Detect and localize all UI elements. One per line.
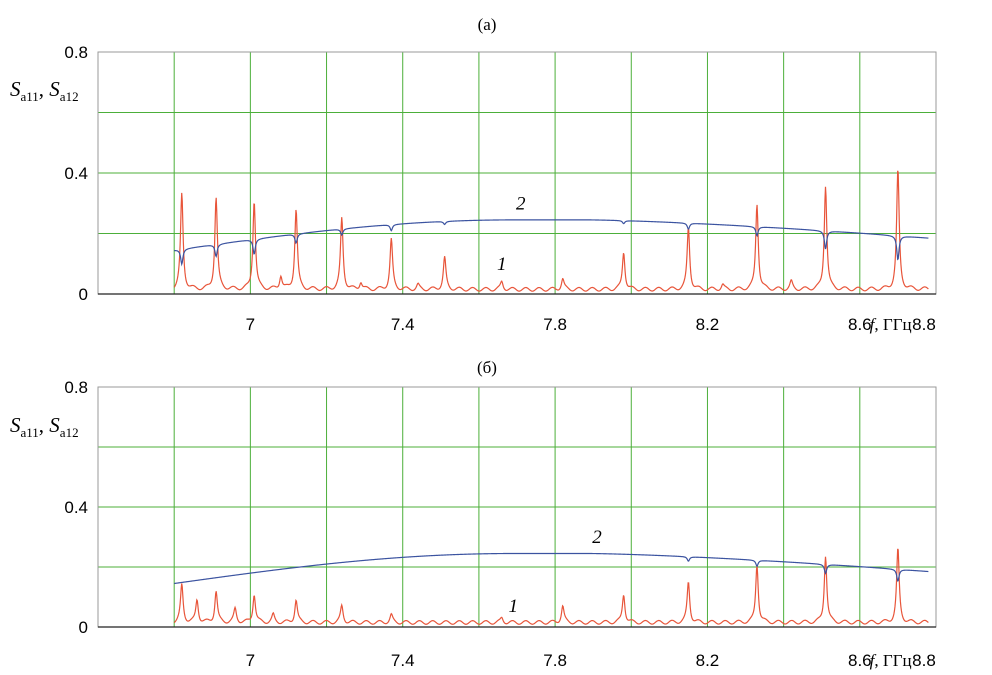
curve-label-1: 1 [508, 596, 518, 617]
y-label-symbol: S [10, 413, 21, 437]
y-label-subscript: a11 [21, 425, 39, 440]
series-line-1 [173, 548, 929, 625]
y-label-symbol: S [10, 77, 21, 101]
series-line-1 [173, 170, 929, 292]
y-tick-label: 0.4 [64, 498, 88, 517]
y-tick-label: 0.8 [64, 43, 88, 62]
x-tick-label: 8.8 [912, 651, 936, 670]
x-axis-symbol: f [870, 315, 877, 334]
y-label-separator: , [39, 77, 50, 101]
x-axis-unit: , ГГц [874, 315, 911, 334]
panel-title: (б) [477, 358, 497, 377]
y-tick-label: 0.4 [64, 164, 88, 183]
x-tick-label: 8.6 [848, 651, 872, 670]
curve-label-2: 2 [592, 527, 602, 548]
x-axis-unit: , ГГц [874, 651, 911, 670]
x-tick-label: 8.2 [696, 315, 720, 334]
y-label-subscript: a12 [60, 89, 79, 104]
x-axis-symbol: f [870, 651, 877, 670]
curve-label-1: 1 [497, 254, 507, 275]
x-tick-label: 7 [246, 651, 255, 670]
x-tick-label: 8.2 [696, 651, 720, 670]
x-tick-label: 7.4 [391, 315, 415, 334]
y-label-symbol: S [49, 413, 60, 437]
panel-title: (а) [478, 15, 497, 34]
curve-label-2: 2 [516, 193, 526, 214]
x-axis-unit-label: f, ГГц [870, 651, 912, 670]
x-tick-label: 8.6 [848, 315, 872, 334]
x-axis-unit-label: f, ГГц [870, 315, 912, 334]
y-label-separator: , [39, 413, 50, 437]
x-tick-label: 7 [246, 315, 255, 334]
y-label-subscript: a11 [21, 89, 39, 104]
x-tick-label: 8.8 [912, 315, 936, 334]
y-tick-label: 0.8 [64, 378, 88, 397]
series-line-2 [174, 219, 929, 267]
y-axis-label: Sa11, Sa12 [10, 77, 79, 104]
grid [98, 386, 937, 627]
x-tick-label: 7.4 [391, 651, 415, 670]
grid [98, 51, 937, 294]
x-tick-label: 7.8 [543, 651, 567, 670]
y-tick-label: 0 [79, 285, 88, 304]
x-tick-label: 7.8 [543, 315, 567, 334]
y-tick-label: 0 [79, 618, 88, 637]
y-label-symbol: S [49, 77, 60, 101]
y-label-subscript: a12 [60, 425, 79, 440]
series-line-2 [174, 552, 929, 585]
y-axis-label: Sa11, Sa12 [10, 413, 79, 440]
